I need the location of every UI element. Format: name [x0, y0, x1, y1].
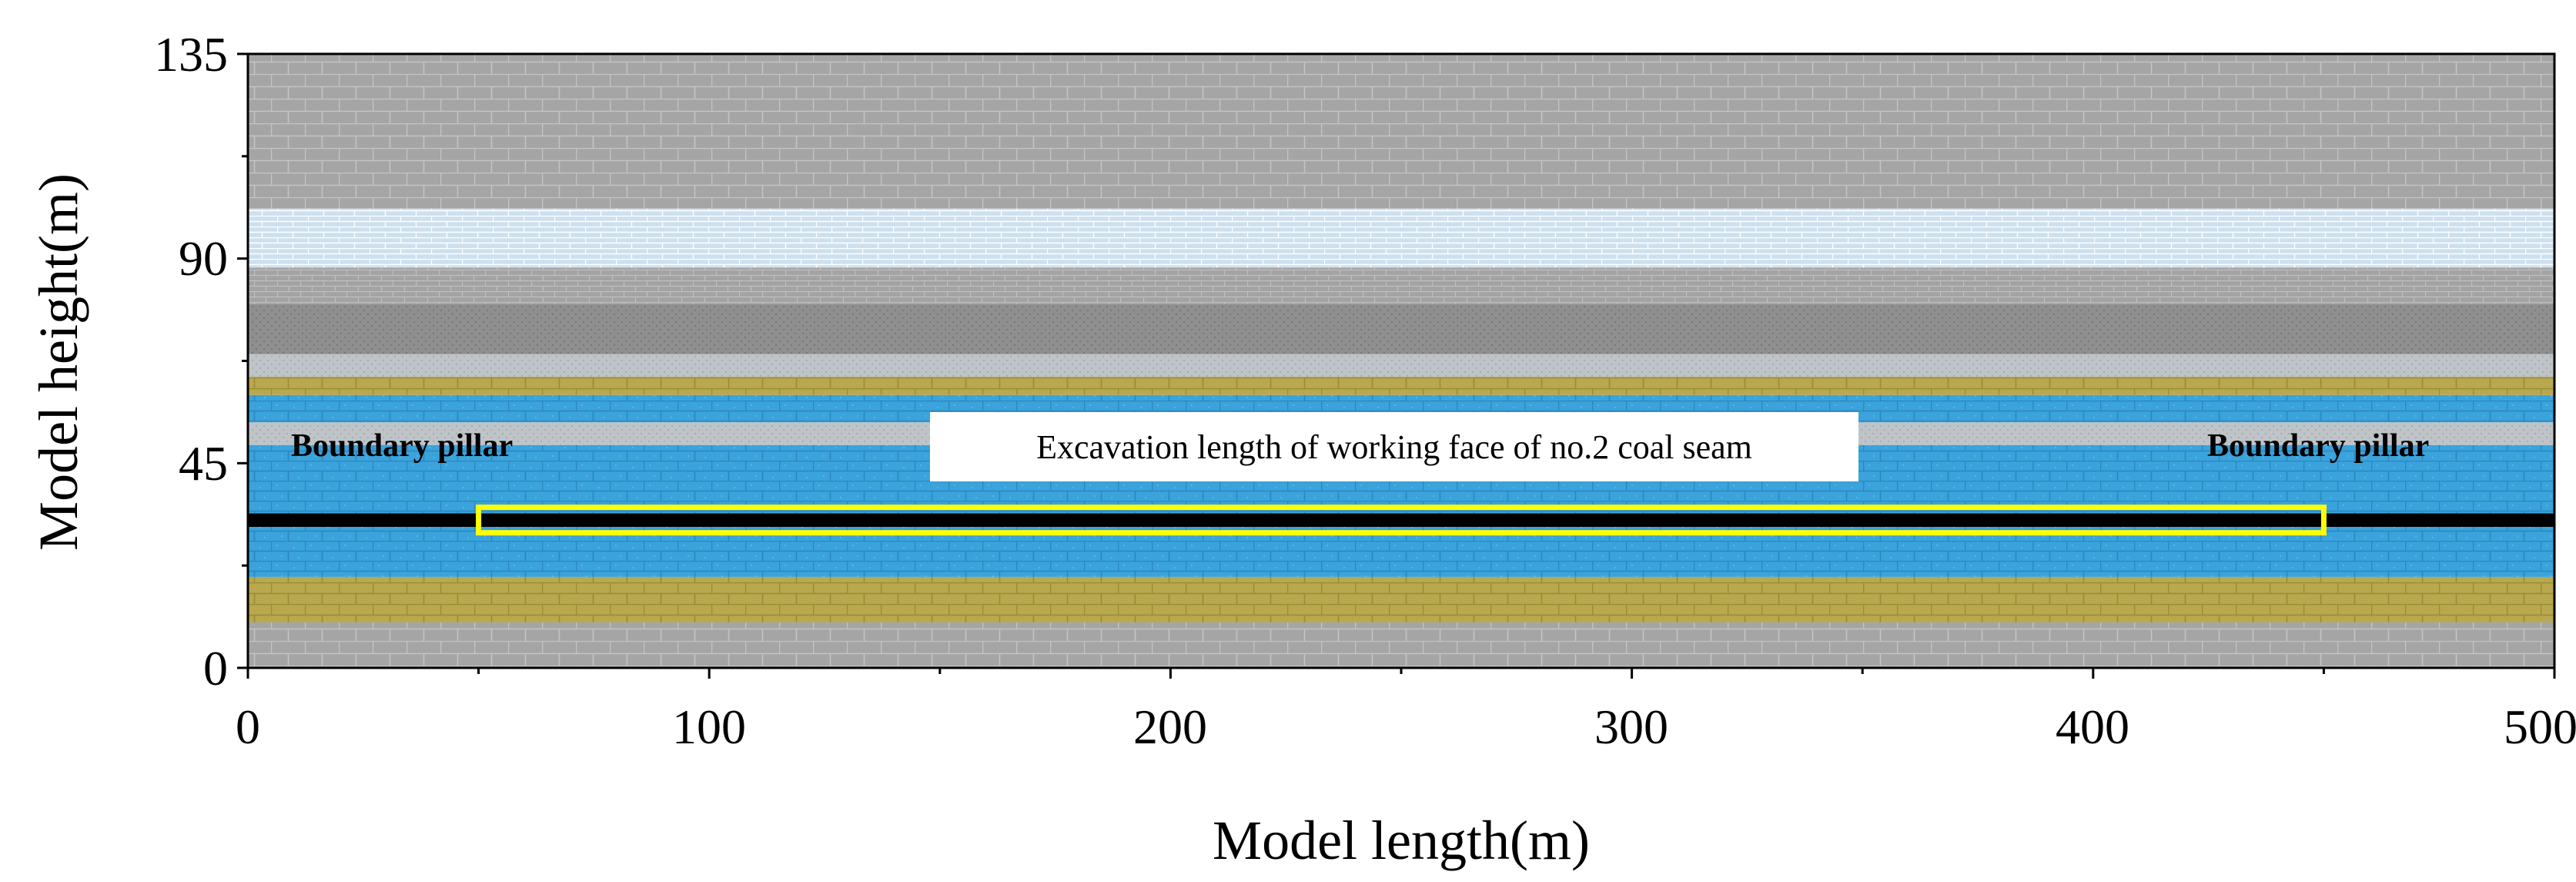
excavation-label-box [930, 412, 1858, 481]
stratum-8-light-gray [248, 354, 2554, 377]
y-tick-labels: 0 45 90 135 [154, 27, 228, 696]
stratum-3-no-2-coal-seam [248, 513, 2554, 527]
x-axis-title: Model length(m) [1213, 810, 1590, 871]
x-tick-300: 300 [1594, 699, 1668, 754]
y-tick-45: 45 [179, 436, 228, 491]
x-tick-0: 0 [236, 699, 260, 754]
x-tick-labels: 0 100 200 300 400 500 [236, 699, 2576, 754]
stratum-9-dark-gray [248, 304, 2554, 354]
x-tick-400: 400 [2056, 699, 2129, 754]
excavation-label: Excavation length of working face of no.… [1036, 428, 1752, 466]
axis-ticks [237, 52, 2556, 679]
stratum-10-mid-gray [248, 267, 2554, 304]
stratum-7-olive-brick [248, 377, 2554, 395]
strata-layers [248, 54, 2554, 668]
x-tick-500: 500 [2504, 699, 2576, 754]
excavation-outline [476, 505, 2327, 536]
y-tick-135: 135 [154, 27, 228, 82]
y-tick-90: 90 [179, 231, 228, 286]
x-tick-200: 200 [1133, 699, 1207, 754]
stratum-12-gray-brick [248, 54, 2554, 209]
left-boundary-pillar-label: Boundary pillar [291, 428, 513, 464]
right-boundary-pillar-label: Boundary pillar [2207, 428, 2429, 464]
y-tick-0: 0 [203, 641, 228, 696]
y-axis-title: Model height(m) [28, 173, 89, 551]
stratum-1-olive-brick [248, 576, 2554, 622]
stratum-11-light-blue [248, 208, 2554, 268]
stratum-0-gray-brick [248, 622, 2554, 668]
x-tick-100: 100 [672, 699, 746, 754]
